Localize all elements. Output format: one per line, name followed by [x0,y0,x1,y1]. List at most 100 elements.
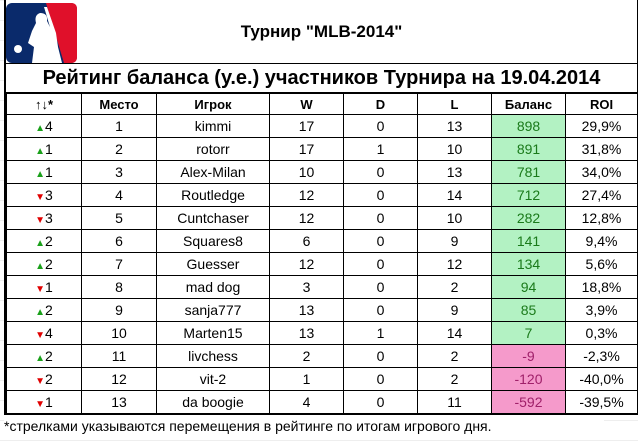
table-row: ▼1 8 mad dog 3 0 2 94 18,8% [6,275,638,299]
move-value: 2 [45,348,53,364]
w-cell: 1 [269,367,344,391]
triangle-down-icon: ▼ [35,215,46,226]
roi-cell: 18,8% [565,275,638,299]
l-cell: 12 [417,252,492,276]
column-header-losses: L [417,93,492,115]
d-cell: 1 [343,137,418,161]
footnote: *стрелками указываются перемещения в рей… [4,418,604,434]
l-cell: 14 [417,183,492,207]
d-cell: 0 [343,390,418,415]
column-header-player: Игрок [156,93,270,115]
balance-cell: 85 [491,298,566,322]
place-cell: 13 [81,390,157,415]
d-cell: 1 [343,321,418,345]
w-cell: 12 [269,183,344,207]
d-cell: 0 [343,183,418,207]
player-cell: Marten15 [156,321,270,345]
move-cell: ▲2 [6,252,82,276]
column-header-wins: W [269,93,344,115]
w-cell: 13 [269,321,344,345]
balance-cell: 134 [491,252,566,276]
table-row: ▼3 5 Cuntchaser 12 0 10 282 12,8% [6,206,638,230]
table-row: ▲1 2 rotorr 17 1 10 891 31,8% [6,137,638,161]
place-cell: 6 [81,229,157,253]
l-cell: 9 [417,298,492,322]
move-cell: ▲1 [6,160,82,184]
move-cell: ▼1 [6,275,82,299]
triangle-up-icon: ▲ [35,123,46,134]
d-cell: 0 [343,114,418,138]
balance-cell: 282 [491,206,566,230]
player-cell: Cuntchaser [156,206,270,230]
move-value: 1 [45,164,53,180]
column-header-move: ↑↓* [6,93,82,115]
roi-cell: 5,6% [565,252,638,276]
table-row: ▲1 3 Alex-Milan 10 0 13 781 34,0% [6,160,638,184]
player-cell: vit-2 [156,367,270,391]
balance-cell: 898 [491,114,566,138]
balance-cell: 7 [491,321,566,345]
player-cell: kimmi [156,114,270,138]
rating-sheet: Турнир "MLB-2014" Рейтинг баланса (у.е.)… [4,0,638,415]
balance-cell: -120 [491,367,566,391]
l-cell: 11 [417,390,492,415]
move-value: 1 [45,141,53,157]
place-cell: 3 [81,160,157,184]
table-row: ▲2 11 livchess 2 0 2 -9 -2,3% [6,344,638,368]
move-value: 2 [45,256,53,272]
table-row: ▲2 9 sanja777 13 0 9 85 3,9% [6,298,638,322]
triangle-down-icon: ▼ [35,330,46,341]
l-cell: 10 [417,206,492,230]
l-cell: 10 [417,137,492,161]
l-cell: 2 [417,344,492,368]
d-cell: 0 [343,206,418,230]
roi-cell: -40,0% [565,367,638,391]
triangle-up-icon: ▲ [35,169,46,180]
w-cell: 2 [269,344,344,368]
column-header-place: Место [81,93,157,115]
l-cell: 14 [417,321,492,345]
move-cell: ▼3 [6,183,82,207]
roi-cell: 27,4% [565,183,638,207]
roi-cell: 0,3% [565,321,638,345]
triangle-down-icon: ▼ [35,192,46,203]
move-value: 2 [45,371,53,387]
roi-cell: 29,9% [565,114,638,138]
place-cell: 5 [81,206,157,230]
place-cell: 12 [81,367,157,391]
move-cell: ▲1 [6,137,82,161]
l-cell: 13 [417,114,492,138]
balance-cell: 141 [491,229,566,253]
move-value: 4 [45,325,53,341]
w-cell: 17 [269,137,344,161]
w-cell: 6 [269,229,344,253]
player-cell: mad dog [156,275,270,299]
triangle-down-icon: ▼ [35,399,46,410]
triangle-up-icon: ▲ [35,353,46,364]
move-cell: ▼1 [6,390,82,415]
table-row: ▼4 10 Marten15 13 1 14 7 0,3% [6,321,638,345]
move-value: 4 [45,118,53,134]
roi-cell: 34,0% [565,160,638,184]
w-cell: 13 [269,298,344,322]
move-cell: ▼3 [6,206,82,230]
w-cell: 4 [269,390,344,415]
table-row: ▼3 4 Routledge 12 0 14 712 27,4% [6,183,638,207]
d-cell: 0 [343,344,418,368]
place-cell: 7 [81,252,157,276]
player-cell: Squares8 [156,229,270,253]
w-cell: 10 [269,160,344,184]
place-cell: 2 [81,137,157,161]
triangle-down-icon: ▼ [35,284,46,295]
move-cell: ▼2 [6,367,82,391]
balance-cell: 781 [491,160,566,184]
d-cell: 0 [343,252,418,276]
player-cell: Alex-Milan [156,160,270,184]
l-cell: 2 [417,275,492,299]
title-block: Турнир "MLB-2014" [6,0,637,64]
roi-cell: -39,5% [565,390,638,415]
roi-cell: 3,9% [565,298,638,322]
triangle-up-icon: ▲ [35,261,46,272]
table-row: ▲2 7 Guesser 12 0 12 134 5,6% [6,252,638,276]
w-cell: 17 [269,114,344,138]
